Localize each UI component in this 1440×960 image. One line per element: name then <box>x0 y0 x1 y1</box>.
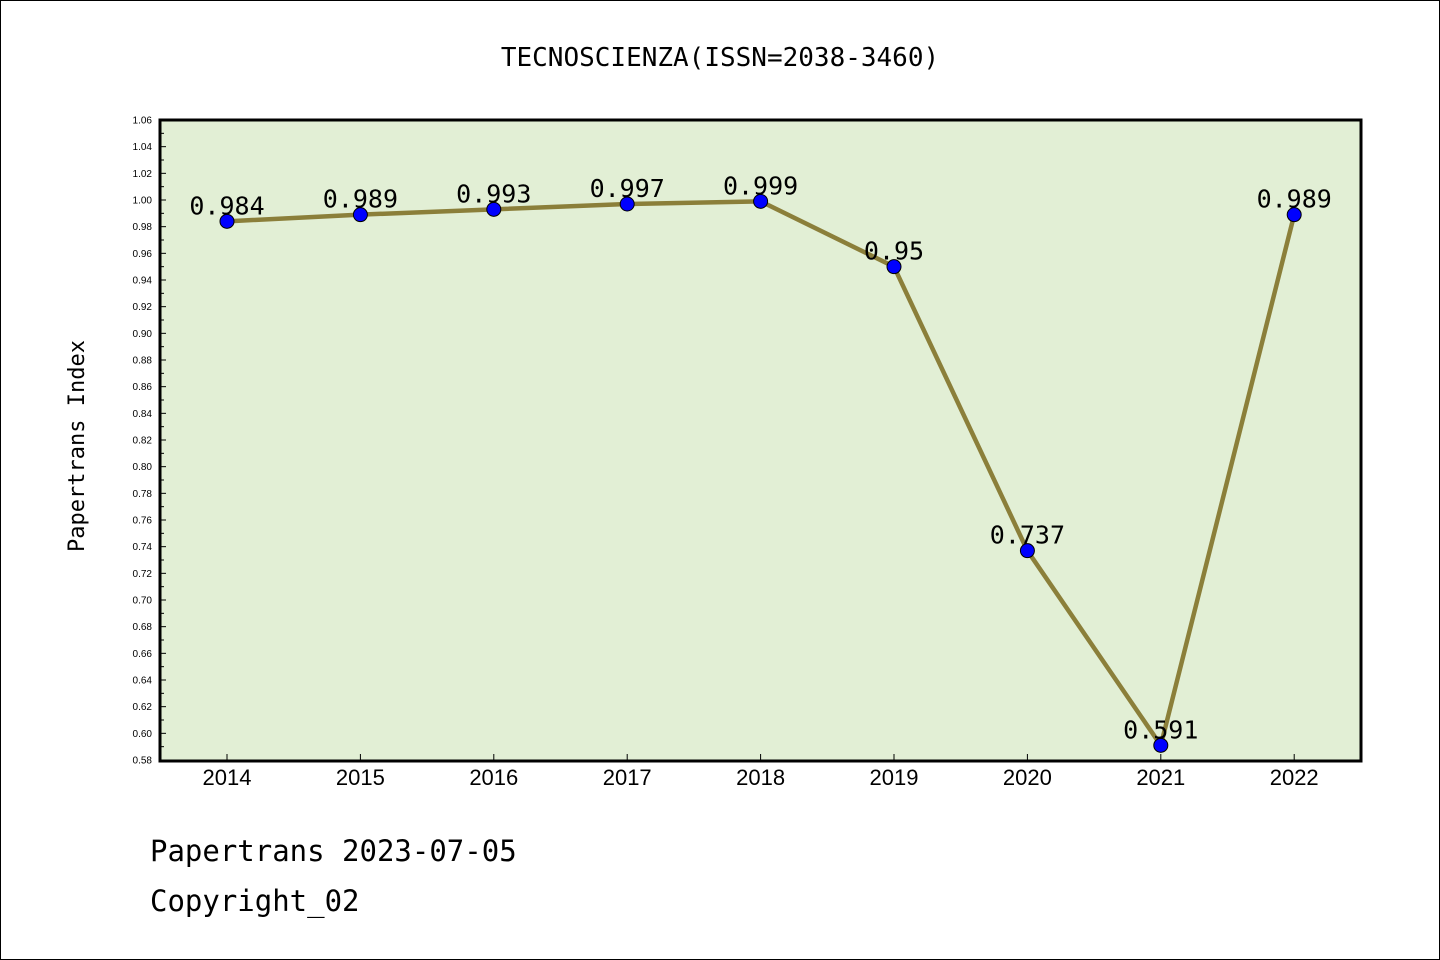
data-label: 0.999 <box>723 171 798 200</box>
data-point <box>486 201 502 217</box>
y-tick-label: 0.84 <box>133 409 153 420</box>
y-axis: 0.58 0.60 0.62 0.64 0.66 0.68 0.70 0.72 0.74 0.76… <box>133 116 166 767</box>
data-labels: 0.984 0.989 0.993 0.997 0.999 0.95 0.737 0.591 0… <box>189 171 1331 744</box>
y-tick-label: 0.92 <box>133 302 153 313</box>
x-tick-label: 2015 <box>336 765 385 790</box>
series-markers <box>219 193 1302 753</box>
data-point <box>352 207 368 223</box>
x-tick-label: 2017 <box>603 765 652 790</box>
y-tick-label: 0.66 <box>133 649 153 660</box>
y-tick-label: 0.68 <box>133 622 153 633</box>
y-tick-label: 1.00 <box>133 196 153 207</box>
x-tick-label: 2020 <box>1003 765 1052 790</box>
y-tick-label: 0.74 <box>133 542 153 553</box>
chart-title: TECNOSCIENZA(ISSN=2038-3460) <box>501 43 939 73</box>
y-tick-label: 0.76 <box>133 516 153 527</box>
data-point <box>753 193 769 209</box>
data-point <box>619 196 635 212</box>
x-tick-label: 2022 <box>1270 765 1319 790</box>
data-label: 0.737 <box>990 521 1065 550</box>
y-tick-label: 0.82 <box>133 436 153 447</box>
y-axis-label: Papertrans Index <box>65 340 90 552</box>
y-tick-label: 0.80 <box>133 462 153 473</box>
y-tick-label: 0.78 <box>133 489 153 500</box>
y-tick-label: 0.72 <box>133 569 153 580</box>
y-tick-label: 0.88 <box>133 356 153 367</box>
data-label: 0.997 <box>590 174 665 203</box>
y-tick-label: 0.96 <box>133 249 153 260</box>
y-tick-label: 0.94 <box>133 276 153 287</box>
data-label: 0.95 <box>864 237 924 266</box>
data-label: 0.989 <box>323 185 398 214</box>
data-label: 0.993 <box>456 179 531 208</box>
footer-copyright: Copyright_02 <box>150 884 360 918</box>
y-tick-label: 0.86 <box>133 382 153 393</box>
data-label: 0.591 <box>1123 715 1198 744</box>
y-tick-label: 0.58 <box>133 756 153 767</box>
y-tick-label: 0.70 <box>133 596 153 607</box>
data-label: 0.984 <box>189 191 264 220</box>
y-tick-label: 1.06 <box>133 116 153 127</box>
data-point <box>886 259 902 275</box>
y-tick-label: 0.98 <box>133 222 153 233</box>
y-tick-label: 0.62 <box>133 702 153 713</box>
data-point <box>1286 207 1302 223</box>
data-point <box>1019 543 1035 559</box>
x-tick-label: 2021 <box>1136 765 1185 790</box>
x-axis: 2014 2015 2016 2017 2018 2019 2020 2021 2022 <box>203 754 1319 790</box>
data-point <box>1153 737 1169 753</box>
y-tick-label: 0.60 <box>133 729 153 740</box>
y-tick-label: 1.02 <box>133 169 153 180</box>
x-tick-label: 2019 <box>870 765 919 790</box>
data-point <box>219 213 235 229</box>
footer-date: Papertrans 2023-07-05 <box>150 834 517 868</box>
data-label: 0.989 <box>1257 185 1332 214</box>
x-tick-label: 2016 <box>469 765 518 790</box>
y-tick-label: 0.90 <box>133 329 153 340</box>
y-tick-label: 0.64 <box>133 676 153 687</box>
x-tick-label: 2014 <box>203 765 252 790</box>
x-tick-label: 2018 <box>736 765 785 790</box>
plot-area <box>158 118 1363 763</box>
y-tick-label: 1.04 <box>133 142 153 153</box>
